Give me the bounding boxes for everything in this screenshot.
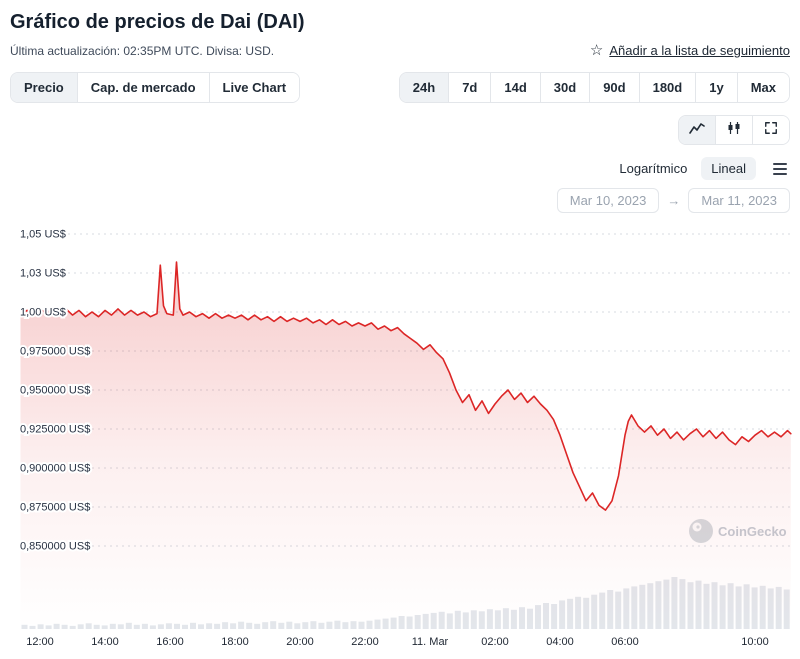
x-axis-label: 04:00 (546, 636, 574, 648)
range-1y[interactable]: 1y (695, 73, 737, 102)
date-range-row: Mar 10, 2023 → Mar 11, 2023 (10, 188, 790, 213)
hamburger-menu-icon[interactable] (770, 160, 790, 178)
range-14d[interactable]: 14d (490, 73, 540, 102)
scale-linear-button[interactable]: Lineal (701, 157, 756, 180)
scale-row: Logarítmico Lineal (10, 157, 790, 180)
price-chart-page: Gráfico de precios de Dai (DAI) Última a… (0, 0, 800, 213)
y-axis-label: 1,00 US$ (20, 307, 66, 319)
subheader-row: Última actualización: 02:35PM UTC. Divis… (10, 43, 790, 58)
x-axis-label: 06:00 (611, 636, 639, 648)
x-axis-label: 14:00 (91, 636, 119, 648)
x-axis-label: 12:00 (26, 636, 54, 648)
y-axis-label: 0,850000 US$ (20, 541, 90, 553)
line-chart-button[interactable] (679, 116, 715, 144)
scale-logarithmic-button[interactable]: Logarítmico (609, 157, 698, 180)
price-series-layer (19, 261, 792, 629)
x-axis-label: 16:00 (156, 636, 184, 648)
page-title: Gráfico de precios de Dai (DAI) (10, 11, 305, 33)
star-icon: ☆ (589, 42, 604, 59)
tab-live-chart[interactable]: Live Chart (208, 73, 300, 102)
tab-cap-de-mercado[interactable]: Cap. de mercado (76, 73, 209, 102)
date-to-input[interactable]: Mar 11, 2023 (688, 188, 790, 213)
date-from-input[interactable]: Mar 10, 2023 (556, 188, 660, 213)
price-line (19, 261, 792, 511)
x-axis-label: 18:00 (221, 636, 249, 648)
chart-type-row (10, 115, 790, 145)
tabs-row: Precio Cap. de mercado Live Chart 24h 7d… (10, 72, 790, 103)
axis-labels-layer: 1,05 US$ 1,03 US$ 1,00 US$ 0,975000 US$ 0,95… (18, 227, 769, 649)
last-updated-text: Última actualización: 02:35PM UTC. Divis… (10, 43, 275, 58)
y-axis-label: 0,900000 US$ (20, 463, 90, 475)
range-7d[interactable]: 7d (448, 73, 491, 102)
date-range-arrow-icon: → (667, 193, 681, 208)
candlestick-icon (726, 121, 742, 139)
x-axis-label: 11. Mar (412, 636, 449, 648)
fullscreen-button[interactable] (752, 116, 789, 144)
watchlist-link-label: Añadir a la lista de seguimiento (609, 43, 790, 58)
x-axis-label: 20:00 (286, 636, 314, 648)
range-tab-group: 24h 7d 14d 30d 90d 180d 1y Max (398, 72, 790, 103)
range-max[interactable]: Max (736, 73, 789, 102)
range-30d[interactable]: 30d (539, 73, 590, 102)
y-axis-label: 0,975000 US$ (20, 346, 90, 358)
range-90d[interactable]: 90d (589, 73, 639, 102)
x-axis-label: 22:00 (351, 636, 379, 648)
line-chart-icon (689, 121, 705, 139)
add-to-watchlist-link[interactable]: ☆ Añadir a la lista de seguimiento (590, 43, 790, 58)
y-axis-label: 0,950000 US$ (20, 385, 90, 397)
view-tab-group: Precio Cap. de mercado Live Chart (10, 72, 301, 103)
x-axis-label: 10:00 (741, 636, 769, 648)
price-chart[interactable]: CoinGecko 1,05 US$1,03 US$1,00 US$0,9750… (0, 219, 800, 659)
y-axis-label: 0,875000 US$ (20, 502, 90, 514)
x-axis-label: 02:00 (481, 636, 509, 648)
candlestick-button[interactable] (715, 116, 752, 144)
price-area-fill (20, 262, 791, 629)
tab-precio[interactable]: Precio (11, 73, 77, 102)
range-24h[interactable]: 24h (399, 73, 449, 102)
y-axis-label: 0,925000 US$ (20, 424, 90, 436)
chart-type-group (678, 115, 790, 145)
y-axis-label: 1,05 US$ (20, 229, 66, 241)
fullscreen-icon (763, 121, 779, 139)
range-180d[interactable]: 180d (638, 73, 696, 102)
y-axis-label: 1,03 US$ (20, 268, 66, 280)
